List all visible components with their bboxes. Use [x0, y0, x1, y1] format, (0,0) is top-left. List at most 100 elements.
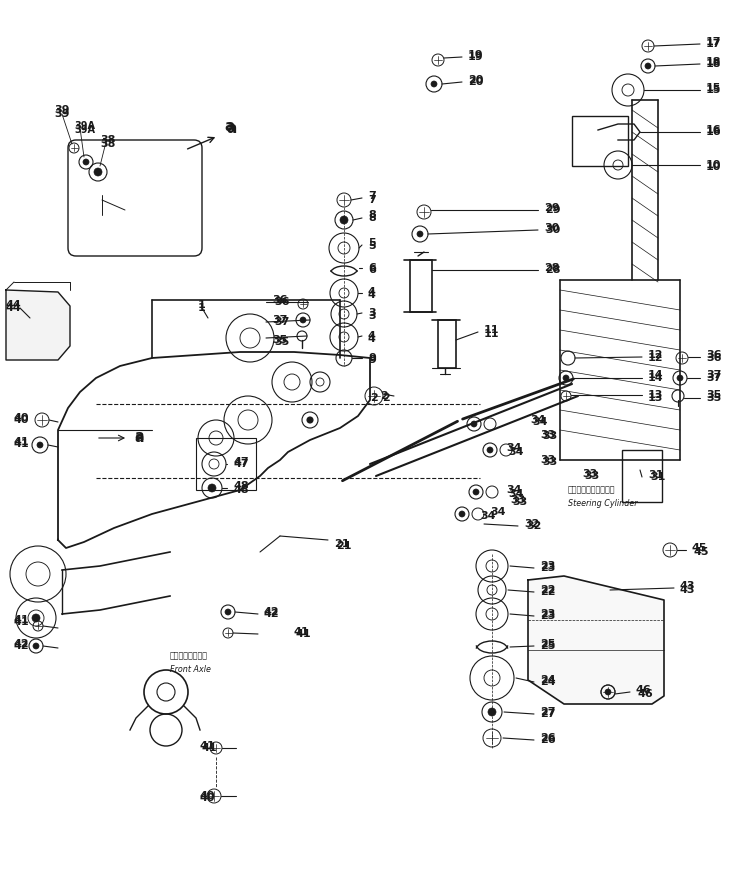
Text: a: a	[226, 121, 236, 136]
Circle shape	[307, 417, 313, 423]
Text: フロントアクスル: フロントアクスル	[170, 651, 208, 661]
Circle shape	[473, 489, 479, 495]
Text: 8: 8	[368, 213, 376, 223]
Circle shape	[563, 375, 569, 381]
Text: 8: 8	[368, 210, 376, 220]
Circle shape	[431, 81, 437, 87]
Text: 19: 19	[468, 50, 484, 60]
Text: 14: 14	[648, 373, 664, 383]
Text: 11: 11	[484, 329, 500, 339]
Text: 38: 38	[100, 135, 116, 145]
Text: 40: 40	[14, 415, 29, 425]
Text: 45: 45	[694, 547, 710, 557]
Text: 33: 33	[584, 471, 599, 481]
Text: 3: 3	[368, 308, 375, 318]
Text: 10: 10	[706, 162, 721, 172]
Text: 26: 26	[540, 733, 556, 743]
Text: 23: 23	[540, 561, 556, 571]
Text: 31: 31	[650, 472, 665, 482]
Text: 5: 5	[368, 241, 375, 251]
Text: 23: 23	[540, 563, 556, 573]
Text: 31: 31	[648, 470, 663, 480]
Text: 33: 33	[510, 495, 526, 505]
Text: 4: 4	[368, 334, 376, 344]
Text: a: a	[134, 429, 144, 443]
Text: 29: 29	[545, 205, 561, 215]
Text: 37: 37	[706, 370, 721, 380]
Bar	[572, 116, 628, 166]
Text: 37: 37	[274, 317, 289, 327]
Text: 37: 37	[272, 315, 287, 325]
Circle shape	[487, 447, 493, 453]
Text: 27: 27	[540, 709, 556, 719]
Text: 11: 11	[484, 325, 500, 335]
Circle shape	[471, 421, 477, 427]
Polygon shape	[528, 576, 664, 704]
Text: 22: 22	[540, 585, 556, 595]
Text: 41: 41	[294, 627, 310, 637]
Text: 6: 6	[368, 263, 376, 273]
Circle shape	[208, 484, 216, 492]
Circle shape	[645, 63, 651, 69]
Text: 39: 39	[54, 105, 69, 115]
Circle shape	[300, 317, 306, 323]
Polygon shape	[6, 290, 70, 360]
Text: 21: 21	[334, 539, 350, 549]
Text: 15: 15	[706, 85, 721, 95]
Text: 42: 42	[264, 607, 280, 617]
Text: 17: 17	[706, 39, 721, 49]
Text: 39A: 39A	[74, 121, 95, 131]
Text: 25: 25	[540, 639, 556, 649]
Circle shape	[83, 159, 89, 165]
Text: 24: 24	[540, 675, 556, 685]
Text: 13: 13	[648, 390, 663, 400]
Text: 16: 16	[706, 125, 721, 135]
Text: 4: 4	[368, 331, 376, 341]
Text: 42: 42	[264, 609, 280, 619]
Text: 36: 36	[706, 350, 721, 360]
Circle shape	[459, 511, 465, 517]
Circle shape	[225, 609, 231, 615]
Text: 17: 17	[706, 37, 721, 47]
Text: 19: 19	[468, 52, 484, 62]
Text: 30: 30	[545, 225, 560, 235]
Text: 21: 21	[336, 541, 352, 551]
Text: 14: 14	[648, 370, 664, 380]
Text: 15: 15	[706, 83, 721, 93]
Text: 41: 41	[200, 741, 216, 751]
Bar	[196, 438, 256, 490]
Text: a: a	[134, 431, 144, 445]
Text: 1: 1	[198, 300, 206, 310]
Text: 44: 44	[6, 303, 22, 313]
Text: 12: 12	[648, 353, 663, 363]
Text: 5: 5	[368, 238, 375, 248]
Text: 6: 6	[368, 265, 376, 275]
Text: 29: 29	[544, 203, 559, 213]
Text: 48: 48	[233, 481, 249, 491]
Text: 9: 9	[368, 355, 376, 365]
Text: 33: 33	[542, 431, 557, 441]
Text: 27: 27	[540, 707, 556, 717]
Text: 34: 34	[508, 447, 523, 457]
Text: 33: 33	[542, 457, 557, 467]
Text: 9: 9	[368, 353, 376, 363]
Text: 30: 30	[544, 223, 559, 233]
Text: 42: 42	[14, 641, 29, 651]
Bar	[622, 450, 662, 502]
Circle shape	[417, 231, 423, 237]
Text: 46: 46	[636, 685, 652, 695]
Text: 18: 18	[706, 57, 721, 67]
Text: ステアリングシリンダ: ステアリングシリンダ	[568, 486, 615, 495]
Text: 33: 33	[582, 469, 597, 479]
Circle shape	[340, 216, 348, 224]
Text: 37: 37	[706, 373, 721, 383]
Text: 41: 41	[14, 437, 29, 447]
Text: 41: 41	[14, 617, 29, 627]
Text: a: a	[224, 119, 234, 134]
Text: 45: 45	[692, 543, 707, 553]
Text: 28: 28	[544, 263, 559, 273]
Text: 34: 34	[506, 443, 522, 453]
Text: 41: 41	[202, 743, 218, 753]
Text: 41: 41	[296, 629, 311, 639]
Text: 2: 2	[382, 393, 390, 403]
